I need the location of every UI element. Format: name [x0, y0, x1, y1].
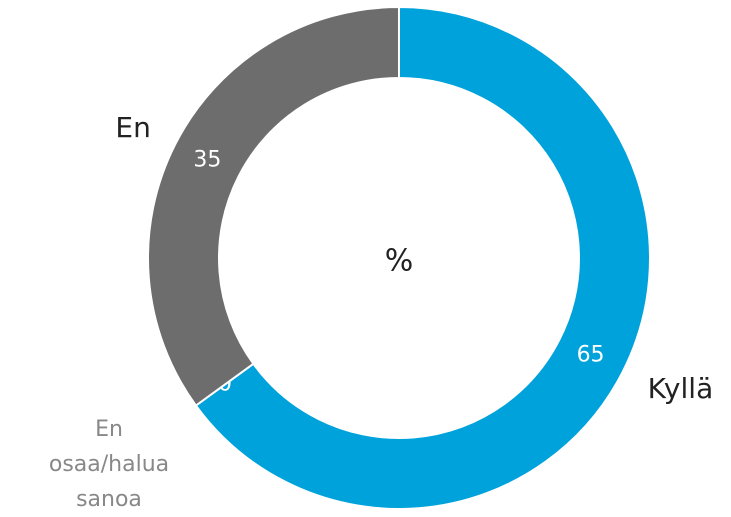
donut-segment [147, 5, 400, 407]
category-label: En [115, 110, 151, 144]
donut-segment [194, 5, 651, 508]
category-label: Kyllä [647, 372, 714, 406]
value-label: 65 [577, 343, 605, 368]
category-label: En osaa/halua sanoa [48, 417, 170, 513]
center-label: % [385, 244, 414, 279]
value-label: 35 [193, 147, 221, 172]
